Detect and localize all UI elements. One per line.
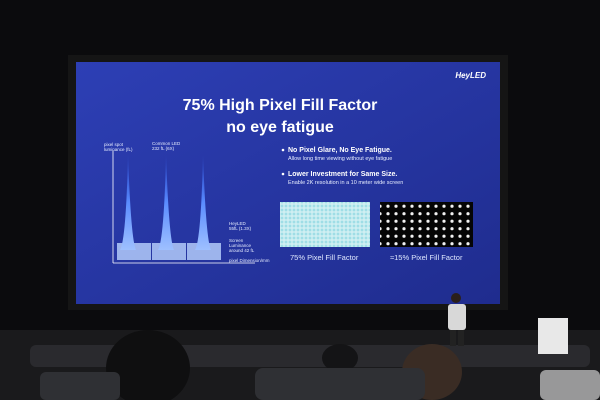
logo: HeyLED: [455, 71, 486, 80]
caption: 75% Pixel Fill Factor: [290, 253, 359, 262]
bullet-detail: Allow long time viewing without eye fati…: [288, 156, 392, 162]
screen: [76, 62, 500, 304]
label: around 42 fL: [229, 248, 255, 253]
label: pixel spot: [104, 142, 124, 147]
audience: [0, 330, 600, 400]
spike: [158, 155, 174, 250]
pixel-base: [187, 243, 221, 260]
seat: [540, 370, 600, 400]
label: pixel Dimension/mm: [229, 258, 270, 263]
bullet-detail: Enable 2K resolution in a 10 meter wide …: [288, 180, 403, 186]
label: Common LED: [152, 141, 181, 146]
spike: [120, 155, 136, 250]
speaker-leg: [450, 330, 456, 346]
bullet-heading: Lower Investment for Same Size.: [288, 171, 397, 178]
label: 232 fL (6X): [152, 146, 175, 151]
spike: [195, 155, 211, 250]
label: HeyLED: [229, 221, 247, 226]
fill-sample: [280, 202, 370, 247]
bullet-heading: No Pixel Glare, No Eye Fatigue.: [288, 147, 392, 154]
stand-sign: [538, 318, 568, 354]
title-line: no eye fatigue: [226, 119, 334, 136]
seat: [40, 372, 120, 400]
bullet-dot: [281, 148, 285, 152]
luminance-diagram: pixel spot luminance (fL) Common LED 232…: [104, 141, 270, 264]
label: Screen: [229, 238, 244, 243]
head: [322, 344, 358, 372]
speaker-leg: [458, 330, 464, 346]
title-line: 75% High Pixel Fill Factor: [183, 97, 378, 114]
caption: ≈15% Pixel Fill Factor: [390, 253, 463, 262]
label: Luminance: [229, 243, 252, 248]
fill-sample: [380, 202, 473, 247]
speaker: [448, 293, 466, 346]
head: [106, 330, 190, 400]
speaker-body: [448, 304, 466, 330]
seat: [255, 368, 425, 400]
bullet-dot: [281, 172, 285, 176]
speaker-head: [451, 293, 461, 303]
label: 55fL (1.3X): [229, 226, 252, 231]
label: luminance (fL): [104, 147, 133, 152]
